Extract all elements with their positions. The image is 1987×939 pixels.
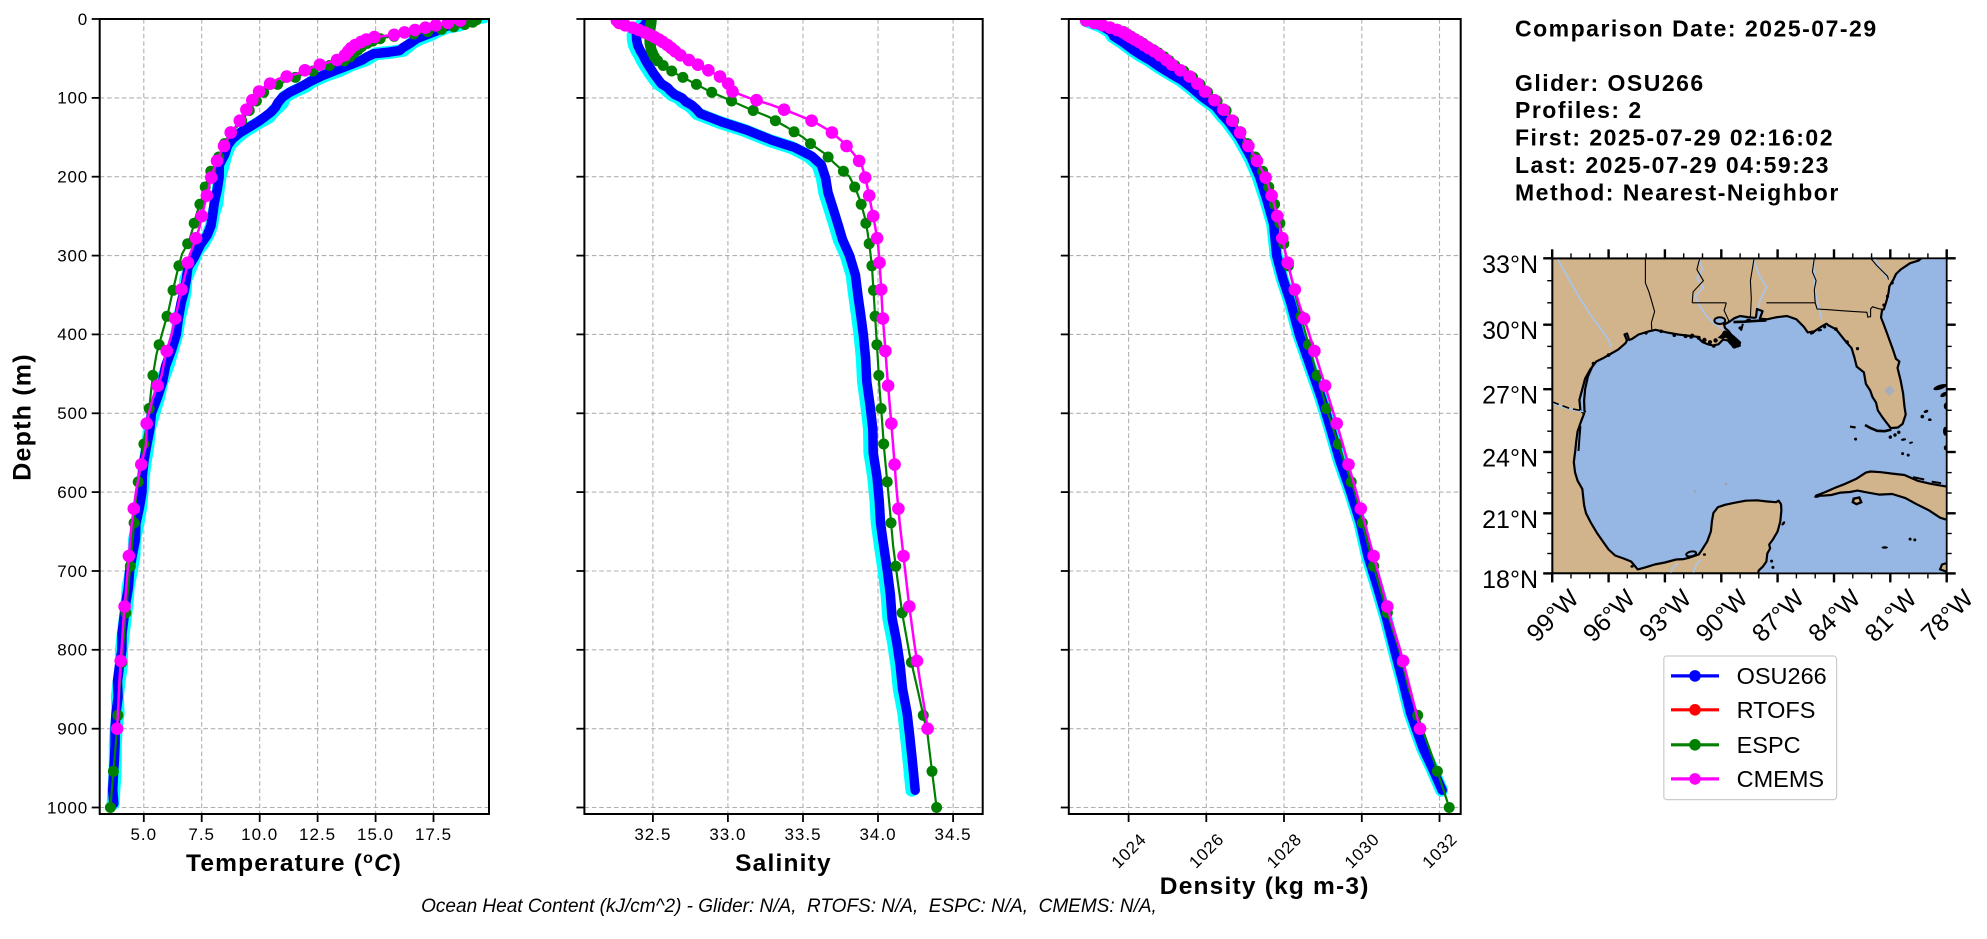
svg-text:400: 400 — [57, 325, 88, 344]
svg-text:Glider: OSU266: Glider: OSU266 — [1515, 70, 1705, 96]
svg-text:10.0: 10.0 — [241, 825, 278, 844]
svg-text:200: 200 — [57, 168, 88, 187]
svg-text:Comparison Date: 2025-07-29: Comparison Date: 2025-07-29 — [1515, 16, 1878, 42]
svg-text:600: 600 — [57, 483, 88, 502]
svg-text:33.5: 33.5 — [784, 825, 821, 844]
svg-text:Ocean Heat Content (kJ/cm^2) -: Ocean Heat Content (kJ/cm^2) - Glider: N… — [421, 896, 1157, 917]
svg-text:12.5: 12.5 — [299, 825, 336, 844]
svg-text:100: 100 — [57, 89, 88, 108]
svg-text:CMEMS: CMEMS — [1737, 766, 1824, 792]
svg-text:Salinity: Salinity — [735, 850, 832, 877]
svg-text:Depth (m): Depth (m) — [9, 353, 37, 480]
svg-text:30°N: 30°N — [1482, 317, 1538, 345]
svg-text:18°N: 18°N — [1482, 566, 1538, 594]
svg-text:34.5: 34.5 — [935, 825, 972, 844]
svg-text:800: 800 — [57, 641, 88, 660]
svg-text:OSU266: OSU266 — [1737, 663, 1827, 689]
svg-text:0: 0 — [78, 10, 88, 29]
svg-text:17.5: 17.5 — [415, 825, 452, 844]
svg-text:1000: 1000 — [47, 798, 88, 817]
svg-text:7.5: 7.5 — [188, 825, 215, 844]
svg-text:33.0: 33.0 — [709, 825, 746, 844]
svg-text:700: 700 — [57, 562, 88, 581]
svg-text:33°N: 33°N — [1482, 251, 1538, 279]
svg-text:500: 500 — [57, 404, 88, 423]
svg-text:Method: Nearest-Neighbor: Method: Nearest-Neighbor — [1515, 180, 1840, 206]
svg-text:Last: 2025-07-29 04:59:23: Last: 2025-07-29 04:59:23 — [1515, 152, 1830, 178]
svg-text:34.0: 34.0 — [859, 825, 896, 844]
svg-text:300: 300 — [57, 246, 88, 265]
svg-text:27°N: 27°N — [1482, 382, 1538, 410]
svg-text:RTOFS: RTOFS — [1737, 697, 1816, 723]
svg-text:21°N: 21°N — [1482, 506, 1538, 534]
svg-text:24°N: 24°N — [1482, 445, 1538, 473]
svg-text:Density (kg m-3): Density (kg m-3) — [1160, 873, 1370, 900]
svg-text:ESPC: ESPC — [1737, 732, 1801, 758]
svg-text:15.0: 15.0 — [357, 825, 394, 844]
svg-text:32.5: 32.5 — [634, 825, 671, 844]
svg-text:900: 900 — [57, 720, 88, 739]
svg-text:5.0: 5.0 — [130, 825, 157, 844]
svg-text:Profiles: 2: Profiles: 2 — [1515, 97, 1643, 123]
svg-text:First: 2025-07-29 02:16:02: First: 2025-07-29 02:16:02 — [1515, 125, 1834, 151]
